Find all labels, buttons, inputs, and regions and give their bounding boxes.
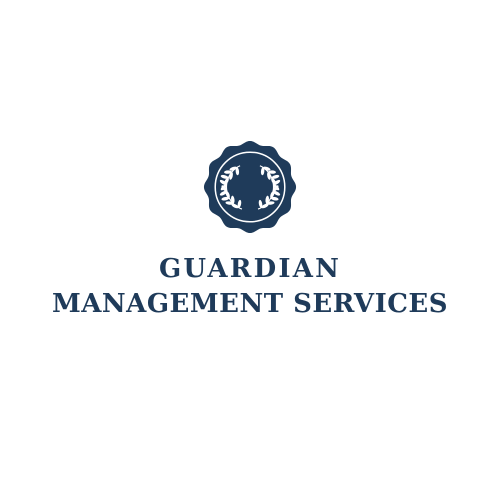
laurel-wreath-seal-icon bbox=[203, 140, 297, 234]
brand-name-line1: GUARDIAN bbox=[158, 254, 342, 284]
brand-name-line2: MANAGEMENT SERVICES bbox=[51, 289, 449, 319]
